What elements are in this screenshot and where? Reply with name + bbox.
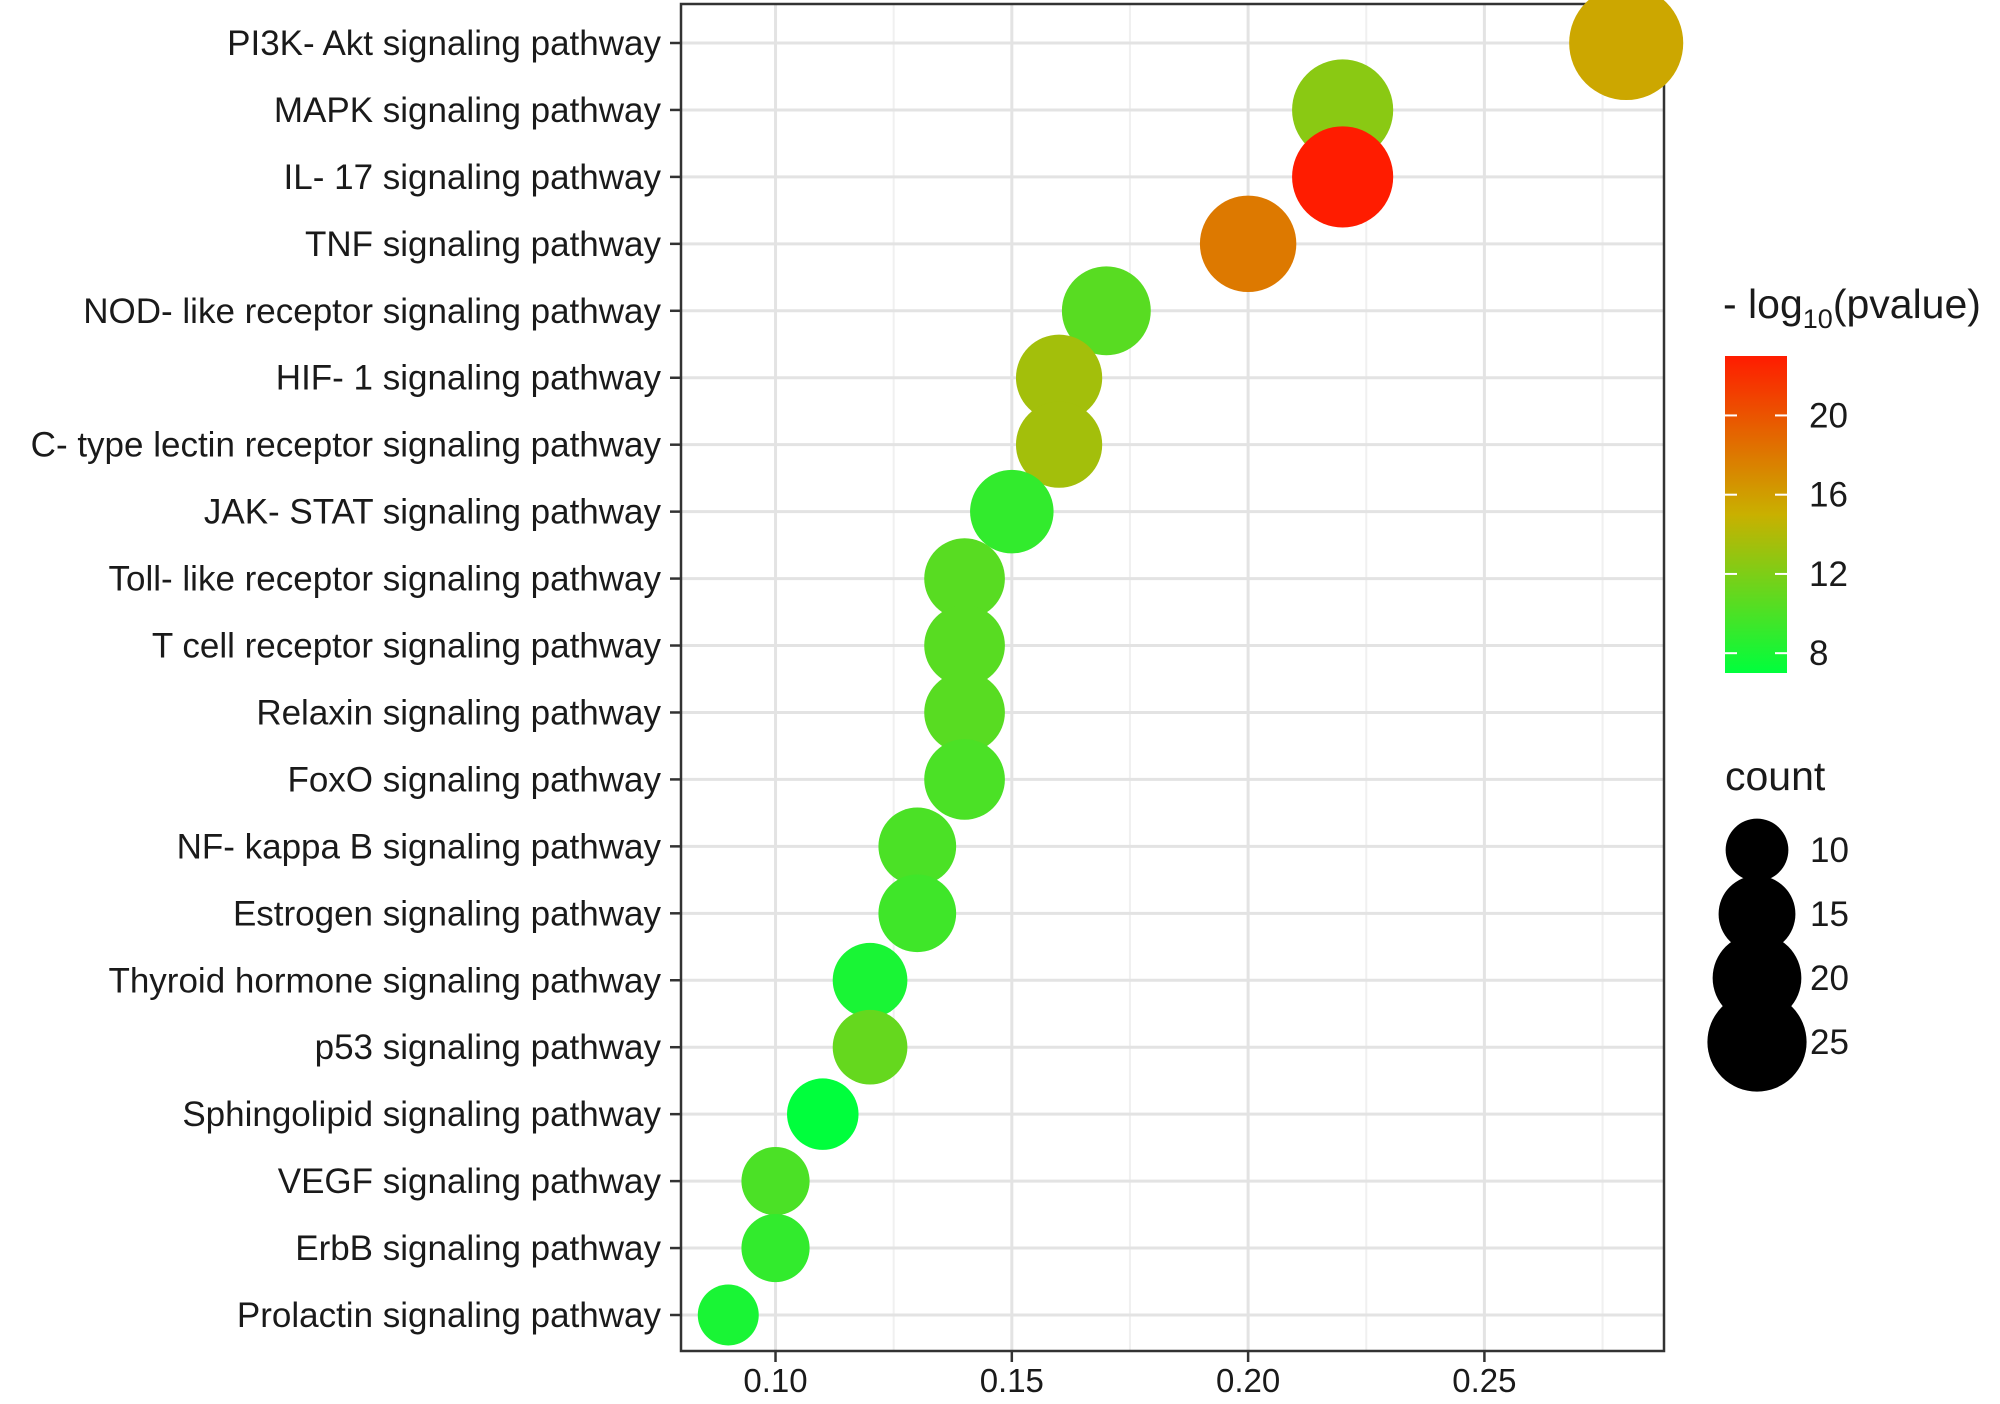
y-tick-label: Thyroid hormone signaling pathway — [108, 961, 661, 1000]
data-point — [741, 1213, 810, 1283]
color-legend-bar — [1725, 356, 1787, 673]
data-point — [878, 874, 957, 953]
x-tick-label: 0.25 — [1452, 1362, 1516, 1399]
size-legend-label: 20 — [1810, 959, 1849, 998]
y-tick-label: FoxO signaling pathway — [287, 760, 661, 799]
y-tick-label: Sphingolipid signaling pathway — [182, 1095, 661, 1134]
data-point — [832, 942, 908, 1018]
data-points — [697, 0, 1684, 1346]
y-tick-label: p53 signaling pathway — [315, 1028, 662, 1067]
data-point — [787, 1078, 859, 1150]
color-legend-tick-label: 12 — [1809, 555, 1848, 594]
data-point — [970, 469, 1054, 554]
data-point — [697, 1284, 759, 1346]
y-tick-label: C- type lectin receptor signaling pathwa… — [31, 426, 662, 465]
data-point — [1569, 0, 1684, 101]
data-point — [1292, 126, 1394, 228]
plot-panel-border — [679, 2, 1666, 1353]
y-tick-label: JAK- STAT signaling pathway — [204, 493, 662, 532]
size-legend-key — [1718, 875, 1796, 953]
data-point — [1199, 195, 1297, 293]
y-tick-label: TNF signaling pathway — [305, 225, 661, 264]
color-legend-tick-label: 8 — [1809, 634, 1828, 673]
color-legend-title: - log10(pvalue) — [1723, 281, 1981, 334]
size-legend: count 10 15 20 25 — [1707, 753, 1849, 1092]
data-point — [741, 1147, 810, 1216]
x-axis: 0.10 0.15 0.20 0.25 — [743, 1351, 1517, 1399]
y-axis: PI3K- Akt signaling pathway MAPK signalin… — [31, 24, 681, 1335]
data-point — [1015, 401, 1103, 488]
y-tick-label: ErbB signaling pathway — [295, 1229, 661, 1268]
y-tick-label: VEGF signaling pathway — [278, 1162, 662, 1201]
size-legend-label: 25 — [1810, 1023, 1849, 1062]
color-legend-title-prefix: - log — [1723, 281, 1803, 327]
data-point — [878, 807, 957, 886]
y-tick-label: Toll- like receptor signaling pathway — [109, 560, 662, 599]
size-legend-label: 10 — [1810, 831, 1849, 870]
data-point — [832, 1009, 908, 1085]
y-tick-label: NOD- like receptor signaling pathway — [83, 292, 661, 331]
color-legend-tick-label: 20 — [1809, 396, 1848, 435]
y-tick-label: Prolactin signaling pathway — [237, 1296, 662, 1335]
color-legend-tick-label: 16 — [1809, 476, 1848, 515]
data-point — [1015, 334, 1103, 421]
y-tick-label: IL- 17 signaling pathway — [284, 158, 662, 197]
x-tick-label: 0.20 — [1216, 1362, 1280, 1399]
y-tick-label: MAPK signaling pathway — [274, 91, 662, 130]
y-tick-label: Estrogen signaling pathway — [233, 894, 662, 933]
y-tick-label: T cell receptor signaling pathway — [152, 627, 662, 666]
data-point — [924, 672, 1005, 753]
size-legend-key — [1707, 992, 1807, 1092]
size-legend-key — [1725, 818, 1789, 882]
x-tick-label: 0.15 — [980, 1362, 1044, 1399]
size-legend-label: 15 — [1810, 895, 1849, 934]
y-tick-label: Relaxin signaling pathway — [256, 693, 661, 732]
data-point — [1061, 266, 1151, 356]
y-tick-label: NF- kappa B signaling pathway — [177, 827, 662, 866]
y-tick-label: PI3K- Akt signaling pathway — [227, 24, 661, 63]
color-legend-title-subscript: 10 — [1803, 304, 1833, 334]
color-legend-title-suffix: (pvalue) — [1833, 281, 1981, 327]
data-point — [924, 605, 1005, 686]
size-legend-title: count — [1725, 753, 1826, 799]
y-tick-label: HIF- 1 signaling pathway — [276, 359, 662, 398]
data-point — [924, 739, 1005, 820]
data-point — [924, 538, 1005, 619]
color-legend: - log10(pvalue) 8 12 16 20 — [1723, 281, 1981, 673]
x-tick-label: 0.10 — [743, 1362, 807, 1399]
